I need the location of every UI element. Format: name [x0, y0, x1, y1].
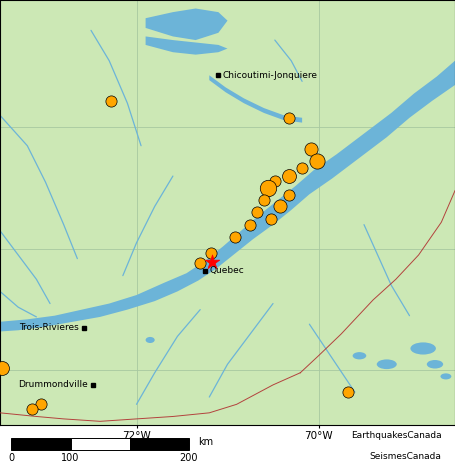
Point	[247, 221, 254, 228]
Point	[344, 389, 351, 396]
Bar	[11, 438, 71, 450]
Text: Sherbrooke: Sherbrooke	[0, 466, 1, 467]
Point	[0, 364, 5, 372]
Bar	[71, 438, 130, 450]
Ellipse shape	[146, 337, 155, 343]
Point	[207, 249, 215, 256]
Point	[313, 158, 320, 165]
Point	[298, 164, 306, 171]
Point	[265, 184, 272, 192]
Text: Chicoutimi-Jonquiere: Chicoutimi-Jonquiere	[223, 71, 318, 80]
Text: Trois-Rivieres: Trois-Rivieres	[20, 323, 79, 333]
Point	[28, 405, 35, 413]
Ellipse shape	[410, 342, 436, 354]
Polygon shape	[146, 8, 228, 55]
Ellipse shape	[353, 352, 366, 360]
Point	[268, 215, 275, 222]
Text: Drummondville: Drummondville	[19, 381, 88, 389]
Point	[197, 260, 204, 267]
Text: 200: 200	[180, 453, 198, 463]
Ellipse shape	[427, 360, 443, 368]
Bar	[130, 438, 189, 450]
Text: Quebec: Quebec	[209, 266, 244, 275]
Text: EarthquakesCanada: EarthquakesCanada	[351, 432, 441, 440]
Text: SeismesCanada: SeismesCanada	[369, 452, 441, 461]
Point	[286, 192, 293, 199]
Polygon shape	[209, 75, 302, 123]
Point	[308, 146, 315, 153]
Point	[107, 97, 115, 105]
Point	[260, 197, 268, 204]
Point	[286, 172, 293, 180]
Text: 100: 100	[61, 453, 80, 463]
Point	[253, 209, 260, 216]
Point	[286, 114, 293, 121]
Text: km: km	[198, 437, 213, 447]
Point	[208, 259, 216, 266]
Polygon shape	[0, 61, 455, 332]
Point	[231, 233, 238, 241]
Point	[271, 177, 278, 184]
Ellipse shape	[440, 373, 451, 379]
Point	[277, 203, 284, 210]
Ellipse shape	[377, 360, 397, 369]
Text: 0: 0	[8, 453, 15, 463]
Point	[37, 401, 45, 408]
